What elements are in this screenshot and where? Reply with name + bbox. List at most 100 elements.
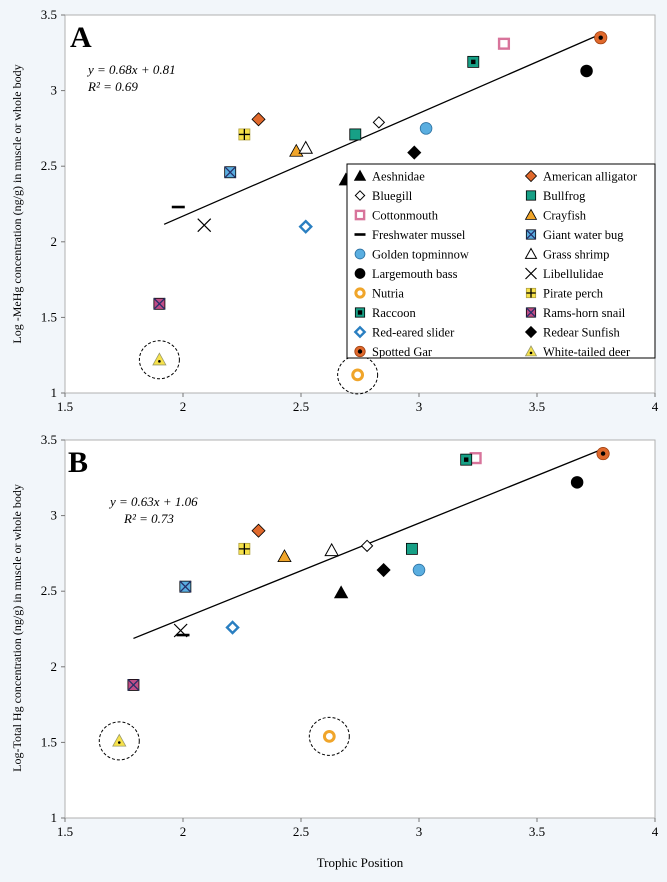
panel-b-point-gar [596,447,610,461]
panel-b-outlier-circle [98,721,140,761]
panel-b-ytick-label: 1 [51,810,58,825]
panel-a-point-waterbug [224,166,237,179]
panel-a-ytick-label: 3.5 [41,7,57,22]
panel-b-plot-area [64,439,656,819]
panel-b-marks: 11.522.533.51.5 2 2.5 3 3.5 4 [41,432,659,839]
legend-label-cottonmouth: Cottonmouth [372,209,439,223]
legend-marker-deer [524,345,538,357]
panel-b-letter: B [68,446,88,479]
panel-a-xtick-label: 2 [180,399,187,414]
legend-label-deer: White-tailed deer [543,345,631,359]
panel-a-ytick-label: 2 [51,234,58,249]
panel-a-regression-line [163,34,599,225]
panel-b-point-raccoon [460,453,473,466]
panel-a-point-gar [594,31,608,45]
legend-label-topminnow: Golden topminnow [372,248,469,262]
legend-marker-topminnow [354,248,366,260]
legend-marker-perch [525,287,537,299]
legend-label-raccoon: Raccoon [372,306,416,320]
legend-label-gar: Spotted Gar [372,345,433,359]
panel-b-point-snail [127,678,140,691]
panel-a-outlier-circle [138,340,180,380]
panel-a-point-slider [298,219,313,234]
legend-label-aeshnidae: Aeshnidae [372,170,425,184]
panel-a-point-deer [152,352,167,366]
legend-label-sunfish: Redear Sunfish [543,326,620,340]
legend-label-libellulidae: Libellulidae [543,267,604,281]
panel-a-point-topminnow [419,122,433,135]
legend-marker-shrimp [524,247,538,259]
panel-a-letter: A [70,21,92,54]
panel-b-ylabel: Log-Total Hg concentration (ng/g) in mus… [10,484,24,772]
panel-b-point-libellulidae [173,623,188,638]
panel-b-point-topminnow [412,563,426,577]
panel-b-xtick-label: 4 [652,824,659,839]
panel-b-xtick-label: 1.5 [57,824,73,839]
legend-marker-libellulidae [525,267,537,280]
panel-a-marks: 11.522.533.51.5 2 2.5 3 3.5 4 [41,7,659,414]
legend-label-bluegill: Bluegill [372,189,413,203]
panel-a-point-perch [238,128,251,141]
panel-a-point-nutria [351,368,365,382]
legend-label-snail: Rams-horn snail [543,306,626,320]
panel-a-point-bluegill [372,116,386,129]
legend-label-shrimp: Grass shrimp [543,248,609,262]
panel-b-ytick-label: 2.5 [41,583,57,598]
panel-a-r2: R² = 0.69 [87,79,138,94]
panel-a-ytick-label: 3 [51,83,58,98]
panel-b-point-bluegill [360,539,374,553]
panel-a-xtick-label: 3.5 [529,399,545,414]
panel-a-point-raccoon [467,55,480,68]
panel-a-point-bass [580,64,593,78]
panel-b-point-nutria [322,729,336,743]
legend-label-bullfrog: Bullfrog [543,189,586,203]
legend-label-mussel: Freshwater mussel [372,228,466,242]
panel-b-outlier-circle [308,716,350,756]
legend-marker-sunfish [524,325,538,339]
x-axis-label: Trophic Position [317,855,404,870]
panel-b-ytick-label: 3 [51,508,58,523]
legend-marker-raccoon [354,307,366,318]
panel-a-point-sunfish [407,145,422,160]
legend-marker-slider [353,325,367,339]
legend-marker-waterbug [525,229,537,240]
legend-marker-aeshnidae [353,169,367,181]
legend-marker-gar [354,345,366,358]
legend-label-alligator: American alligator [543,170,638,184]
panel-b: B y = 0.63x + 1.06 R² = 0.73 Log-Total H… [10,432,659,839]
legend-label-perch: Pirate perch [543,287,604,301]
legend-marker-bass [354,268,366,279]
panel-a-ytick-label: 1 [51,385,58,400]
legend-label-bass: Largemouth bass [372,267,458,281]
panel-b-xtick-label: 3 [416,824,423,839]
panel-b-point-perch [238,542,251,555]
panel-a-point-libellulidae [197,218,212,233]
legend-label-waterbug: Giant water bug [543,228,624,242]
panel-b-point-sunfish [376,562,391,578]
panel-a-point-cottonmouth [497,37,511,50]
panel-a-xtick-label: 3 [416,399,423,414]
panel-a-ytick-label: 1.5 [41,309,57,324]
panel-a-point-snail [153,297,166,310]
legend-marker-crayfish [524,208,538,220]
panel-b-point-cottonmouth [469,452,482,465]
panel-a: A y = 0.68x + 0.81 R² = 0.69 Log -MeHg c… [10,7,659,414]
legend-marker-snail [525,307,537,318]
panel-a-point-shrimp [298,140,314,154]
panel-b-point-slider [225,620,240,635]
panel-b-xtick-label: 2 [180,824,187,839]
panel-b-point-alligator [251,523,266,538]
panel-a-ytick-label: 2.5 [41,158,57,173]
legend-box [346,163,656,359]
panel-a-point-bullfrog [349,128,362,141]
panel-b-xtick-label: 3.5 [529,824,545,839]
legend-label-slider: Red-eared slider [372,326,455,340]
panel-b-xtick-label: 2.5 [293,824,309,839]
panel-b-point-deer [112,733,127,747]
panel-a-equation: y = 0.68x + 0.81 [86,62,176,77]
panel-b-ytick-label: 2 [51,659,58,674]
panel-b-point-aeshnidae [333,585,349,599]
panel-a-xtick-label: 2.5 [293,399,309,414]
panel-b-point-waterbug [179,580,192,593]
legend-marker-nutria [354,287,366,299]
